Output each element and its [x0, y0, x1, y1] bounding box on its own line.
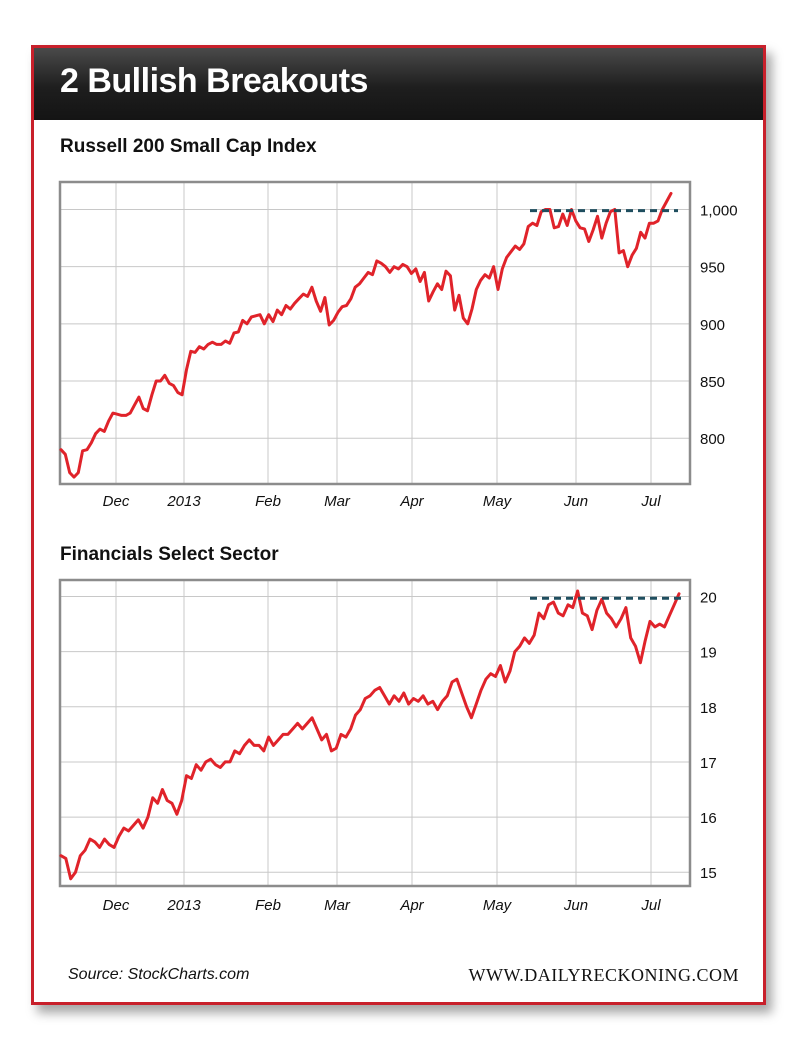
series-line [59, 191, 673, 479]
x-tick-label: Apr [399, 493, 424, 510]
chart-card: 2 Bullish Breakouts Russell 200 Small Ca… [31, 45, 766, 1005]
y-tick-label: 17 [700, 755, 717, 772]
financials-chart: 15 16 17 18 19 20 Dec 2013 Feb Mar Apr May Jun Jul [58, 578, 717, 914]
x-tick-label: Jul [640, 493, 661, 510]
x-tick-label: Dec [103, 897, 130, 914]
x-tick-label: Mar [324, 493, 351, 510]
y-tick-label: 19 [700, 645, 717, 662]
series-line [59, 589, 681, 881]
y-tick-label: 850 [700, 374, 725, 391]
plot-frame [58, 578, 692, 888]
site-url: WWW.DAILYRECKONING.COM [468, 965, 739, 985]
y-tick-label: 950 [700, 260, 725, 277]
chart-title-financials: Financials Select Sector [60, 544, 279, 565]
x-tick-label: Mar [324, 897, 351, 914]
header-banner: 2 Bullish Breakouts [34, 48, 763, 120]
plot-frame [58, 180, 692, 486]
y-tick-label: 900 [700, 317, 725, 334]
y-tick-label: 1,000 [700, 202, 738, 219]
x-tick-label: Dec [103, 493, 130, 510]
x-tick-label: Jul [640, 897, 661, 914]
x-tick-label: Apr [399, 897, 424, 914]
x-tick-label: 2013 [166, 897, 201, 914]
russell-chart: 800 850 900 950 1,000 Dec 2013 Feb Mar Apr May Jun J… [58, 180, 738, 510]
page-title: 2 Bullish Breakouts [60, 62, 368, 100]
x-tick-label: May [483, 493, 513, 510]
source-label: Source: StockCharts.com [68, 966, 250, 983]
y-tick-label: 20 [700, 590, 717, 607]
x-tick-label: Feb [255, 897, 281, 914]
y-tick-label: 800 [700, 431, 725, 448]
x-tick-label: May [483, 897, 513, 914]
y-tick-label: 18 [700, 700, 717, 717]
x-tick-label: 2013 [166, 493, 201, 510]
chart-title-russell: Russell 200 Small Cap Index [60, 136, 317, 157]
x-tick-label: Jun [563, 897, 588, 914]
x-tick-label: Jun [563, 493, 588, 510]
y-tick-label: 15 [700, 865, 717, 882]
y-tick-label: 16 [700, 810, 717, 827]
x-tick-label: Feb [255, 493, 281, 510]
